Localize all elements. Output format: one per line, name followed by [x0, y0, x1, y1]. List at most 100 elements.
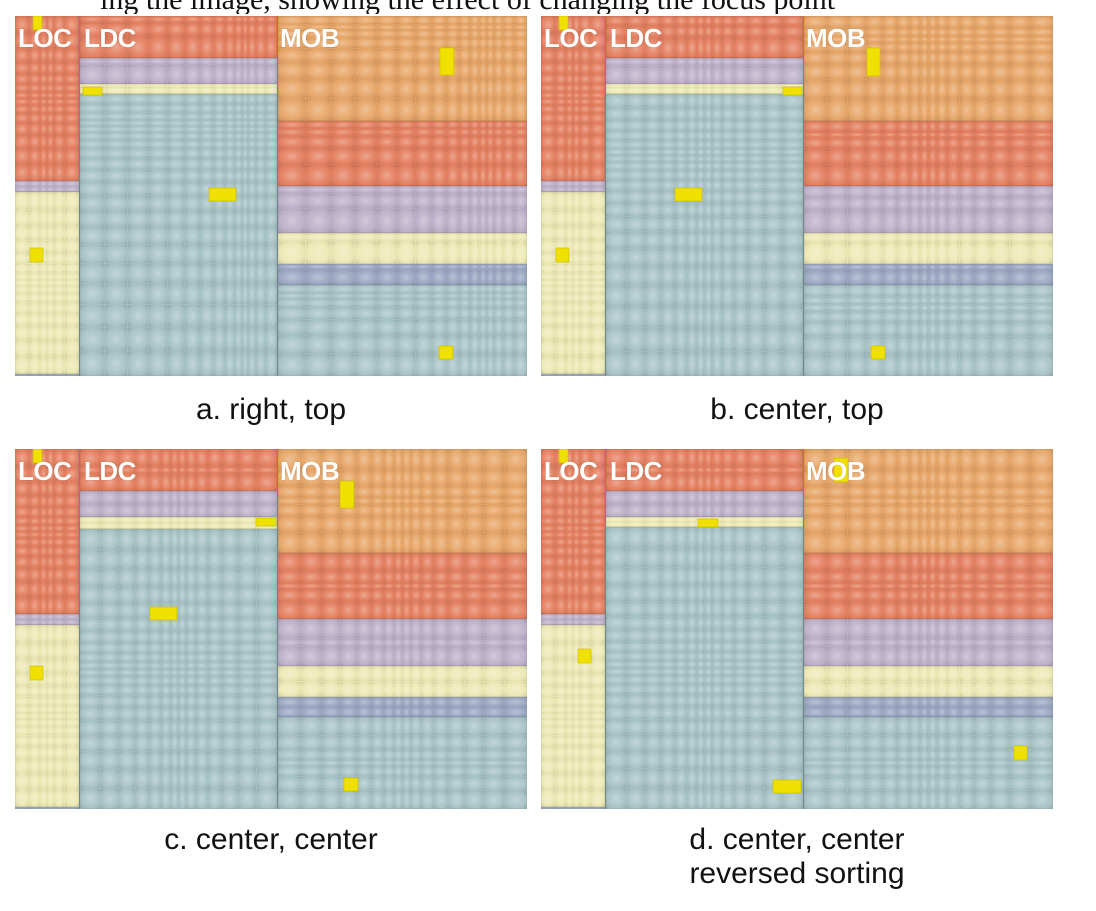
treemap-cell: [555, 713, 566, 719]
treemap-cell: [947, 336, 960, 354]
treemap-cell: [734, 306, 748, 328]
treemap-cell: [910, 750, 920, 760]
treemap-cell: [1009, 571, 1030, 583]
treemap-cell: [991, 138, 1010, 149]
treemap-cell: [566, 546, 573, 556]
treemap-cell: [371, 791, 384, 809]
treemap-cell: [704, 661, 712, 668]
treemap-cell: [910, 619, 920, 639]
treemap-cell: [960, 233, 974, 242]
treemap-cell: [64, 735, 79, 746]
treemap-cell: [432, 233, 447, 241]
treemap-cell: [470, 241, 479, 264]
treemap-cell: [128, 58, 149, 65]
treemap-cell: [991, 210, 1010, 233]
treemap-cell: [675, 217, 687, 232]
treemap-cell: [54, 148, 65, 164]
treemap-cell: [305, 264, 331, 270]
treemap-cell: [920, 233, 929, 242]
treemap-cell: [402, 449, 411, 470]
treemap-cell: [1030, 165, 1053, 186]
treemap-cell: [722, 87, 734, 94]
treemap-cell: [446, 208, 459, 233]
treemap-cell: [704, 94, 712, 108]
treemap-cell: [149, 735, 161, 751]
treemap-cell: [1030, 646, 1053, 666]
treemap-cell: [566, 614, 573, 620]
treemap-cell: [883, 601, 897, 619]
treemap-cell: [866, 646, 883, 666]
treemap-cell: [421, 646, 434, 666]
treemap-cell: [947, 304, 960, 311]
treemap-cell: [265, 327, 277, 351]
treemap-cell: [974, 449, 991, 470]
treemap-cell: [397, 148, 415, 165]
treemap-cell: [459, 98, 470, 121]
treemap-cell: [541, 481, 556, 495]
treemap-cell: [64, 719, 79, 726]
treemap-cell: [590, 98, 605, 105]
treemap-cell: [238, 523, 257, 529]
treemap-cell: [397, 285, 415, 293]
treemap-cell: [541, 286, 556, 293]
treemap-cell: [722, 351, 734, 376]
treemap-cell: [947, 497, 960, 505]
highlight-cell: [555, 247, 570, 263]
treemap-cell: [590, 556, 605, 568]
treemap-cell: [200, 65, 214, 84]
treemap-cell: [687, 217, 697, 232]
treemap-cell: [504, 646, 527, 666]
treemap-cell: [960, 264, 974, 270]
treemap-cell: [64, 192, 79, 210]
treemap-cell: [897, 589, 910, 601]
treemap-cell: [782, 217, 803, 232]
treemap-cell: [645, 162, 661, 170]
treemap-cell: [910, 304, 920, 311]
treemap-cell: [847, 42, 866, 52]
ldc-red-block: [79, 16, 278, 59]
treemap-cell: [697, 155, 705, 162]
treemap-cell: [580, 84, 591, 92]
treemap-cell: [937, 553, 947, 571]
treemap-cell: [357, 583, 371, 589]
treemap-cell: [305, 136, 331, 148]
treemap-cell: [697, 26, 705, 37]
treemap-cell: [920, 589, 929, 601]
treemap-cell: [200, 148, 214, 158]
treemap-cell: [185, 182, 200, 196]
treemap-cell: [937, 619, 947, 639]
treemap-cell: [465, 697, 484, 707]
treemap-cell: [687, 120, 697, 131]
treemap-cell: [974, 470, 991, 486]
treemap-cell: [580, 74, 591, 84]
treemap-cell: [421, 516, 434, 532]
treemap-cell: [465, 486, 484, 498]
treemap-cell: [748, 26, 764, 37]
treemap-cell: [185, 65, 200, 84]
treemap-cell: [734, 491, 748, 504]
treemap-cell: [235, 65, 242, 84]
treemap-cell: [541, 581, 556, 597]
treemap-cell: [105, 211, 128, 227]
treemap-cell: [357, 486, 371, 498]
treemap-cell: [782, 148, 803, 155]
treemap-cell: [661, 449, 675, 467]
treemap-cell: [178, 449, 186, 467]
treemap-cell: [483, 760, 504, 766]
treemap-cell: [494, 285, 503, 293]
treemap-cell: [697, 668, 705, 675]
treemap-cell: [128, 158, 149, 170]
treemap-cell: [355, 264, 377, 270]
treemap-cell: [827, 571, 848, 583]
treemap-cell: [15, 264, 30, 273]
treemap-cell: [248, 182, 256, 196]
treemap-cell: [804, 486, 827, 498]
treemap-cell: [883, 264, 897, 270]
treemap-cell: [722, 248, 734, 266]
treemap-cell: [920, 470, 929, 486]
treemap-cell: [566, 293, 573, 302]
treemap-cell: [947, 735, 960, 750]
treemap-cell: [196, 569, 208, 587]
treemap-cell: [1009, 532, 1030, 553]
treemap-cell: [590, 135, 605, 149]
